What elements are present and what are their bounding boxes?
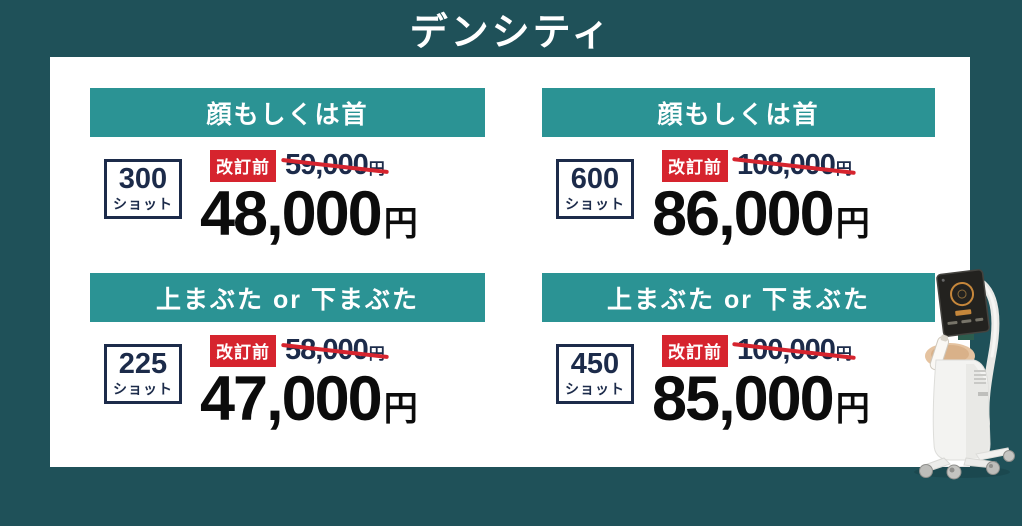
old-price-currency: 円: [369, 155, 385, 179]
new-price-currency: 円: [835, 390, 870, 428]
shot-count-box: 450 ショット: [556, 344, 634, 404]
shot-count: 225: [118, 348, 168, 380]
new-price-value: 48,000: [200, 179, 383, 249]
old-price: 108,000 円: [732, 149, 857, 182]
shot-count: 300: [118, 163, 168, 195]
price-area: 450 ショット 改訂前 100,000 円 85,000 円: [542, 334, 935, 430]
old-price-currency: 円: [836, 340, 852, 364]
shot-count-box: 600 ショット: [556, 159, 634, 219]
price-panel-face-neck-600: 顔もしくは首 600 ショット 改訂前 108,000 円: [542, 88, 935, 245]
price-column: 改訂前 58,000 円 47,000 円: [200, 334, 418, 430]
price-card: 顔もしくは首 300 ショット 改訂前 59,000 円: [50, 57, 970, 467]
old-price: 58,000 円: [281, 334, 389, 367]
price-area: 225 ショット 改訂前 58,000 円 47,000 円: [90, 334, 485, 430]
old-price-row: 改訂前 58,000 円: [210, 334, 418, 367]
old-price-row: 改訂前 108,000 円: [662, 149, 870, 182]
shot-count: 600: [570, 163, 620, 195]
shot-count-box: 225 ショット: [104, 344, 182, 404]
shot-unit-label: ショット: [113, 196, 173, 212]
panel-header: 上まぶた or 下まぶた: [90, 273, 485, 322]
price-panel-eyelid-225: 上まぶた or 下まぶた 225 ショット 改訂前 58,000 円: [90, 273, 485, 430]
old-price-currency: 円: [369, 340, 385, 364]
shot-unit-label: ショット: [565, 381, 625, 397]
price-panel-eyelid-450: 上まぶた or 下まぶた 450 ショット 改訂前 100,000 円: [542, 273, 935, 430]
panel-header: 顔もしくは首: [90, 88, 485, 137]
page-title: デンシティ: [409, 12, 613, 54]
old-price-currency: 円: [836, 155, 852, 179]
new-price-currency: 円: [383, 205, 418, 243]
before-revision-badge: 改訂前: [210, 335, 276, 367]
new-price-row: 86,000 円: [652, 179, 870, 249]
new-price-row: 85,000 円: [652, 364, 870, 434]
old-price: 59,000 円: [281, 149, 389, 182]
price-area: 300 ショット 改訂前 59,000 円 48,000 円: [90, 149, 485, 245]
new-price-currency: 円: [383, 390, 418, 428]
price-column: 改訂前 100,000 円 85,000 円: [652, 334, 870, 430]
new-price-value: 47,000: [200, 364, 383, 434]
old-price: 100,000 円: [732, 334, 857, 367]
treatment-device-image: [914, 269, 1015, 480]
old-price-row: 改訂前 59,000 円: [210, 149, 418, 182]
shot-count-box: 300 ショット: [104, 159, 182, 219]
new-price-currency: 円: [835, 205, 870, 243]
shot-count: 450: [570, 348, 620, 380]
new-price-value: 86,000: [652, 179, 835, 249]
new-price-value: 85,000: [652, 364, 835, 434]
price-area: 600 ショット 改訂前 108,000 円 86,000 円: [542, 149, 935, 245]
price-column: 改訂前 108,000 円 86,000 円: [652, 149, 870, 245]
shot-unit-label: ショット: [565, 196, 625, 212]
new-price-row: 48,000 円: [200, 179, 418, 249]
before-revision-badge: 改訂前: [662, 335, 728, 367]
shot-unit-label: ショット: [113, 381, 173, 397]
panel-header: 上まぶた or 下まぶた: [542, 273, 935, 322]
before-revision-badge: 改訂前: [662, 150, 728, 182]
old-price-row: 改訂前 100,000 円: [662, 334, 870, 367]
new-price-row: 47,000 円: [200, 364, 418, 434]
before-revision-badge: 改訂前: [210, 150, 276, 182]
panel-header: 顔もしくは首: [542, 88, 935, 137]
price-panel-face-neck-300: 顔もしくは首 300 ショット 改訂前 59,000 円: [90, 88, 485, 245]
price-column: 改訂前 59,000 円 48,000 円: [200, 149, 418, 245]
